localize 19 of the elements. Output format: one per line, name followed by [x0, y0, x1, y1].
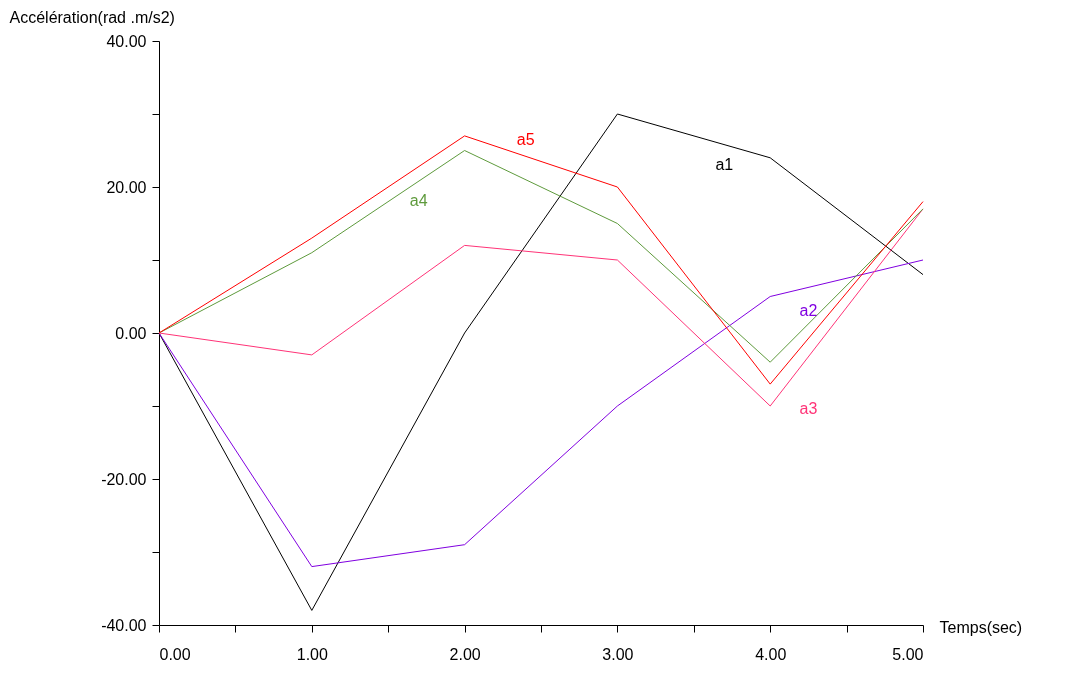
y-tick-label: -20.00: [101, 470, 147, 488]
y-axis-title: Accélération(rad .m/s2): [9, 8, 175, 26]
y-tick-label: 20.00: [106, 178, 147, 196]
series-label: a1: [715, 155, 734, 173]
x-tick-label: 0.00: [159, 645, 191, 663]
series-label: a4: [409, 192, 428, 210]
y-tick-label: -40.00: [101, 616, 147, 634]
x-tick-label: 3.00: [602, 645, 634, 663]
y-tick-label: 40.00: [106, 32, 147, 50]
x-axis-title: Temps(sec): [939, 618, 1023, 636]
line-series: [158, 259, 924, 568]
x-tick-label: 4.00: [755, 645, 787, 663]
series-label: a2: [799, 302, 818, 320]
x-tick-label: 1.00: [296, 645, 328, 663]
series-label: a5: [516, 131, 535, 149]
x-tick-label: 2.00: [449, 645, 481, 663]
series-label: a3: [799, 399, 818, 417]
x-tick-label: 5.00: [892, 645, 924, 663]
y-tick-label: 0.00: [115, 324, 147, 342]
